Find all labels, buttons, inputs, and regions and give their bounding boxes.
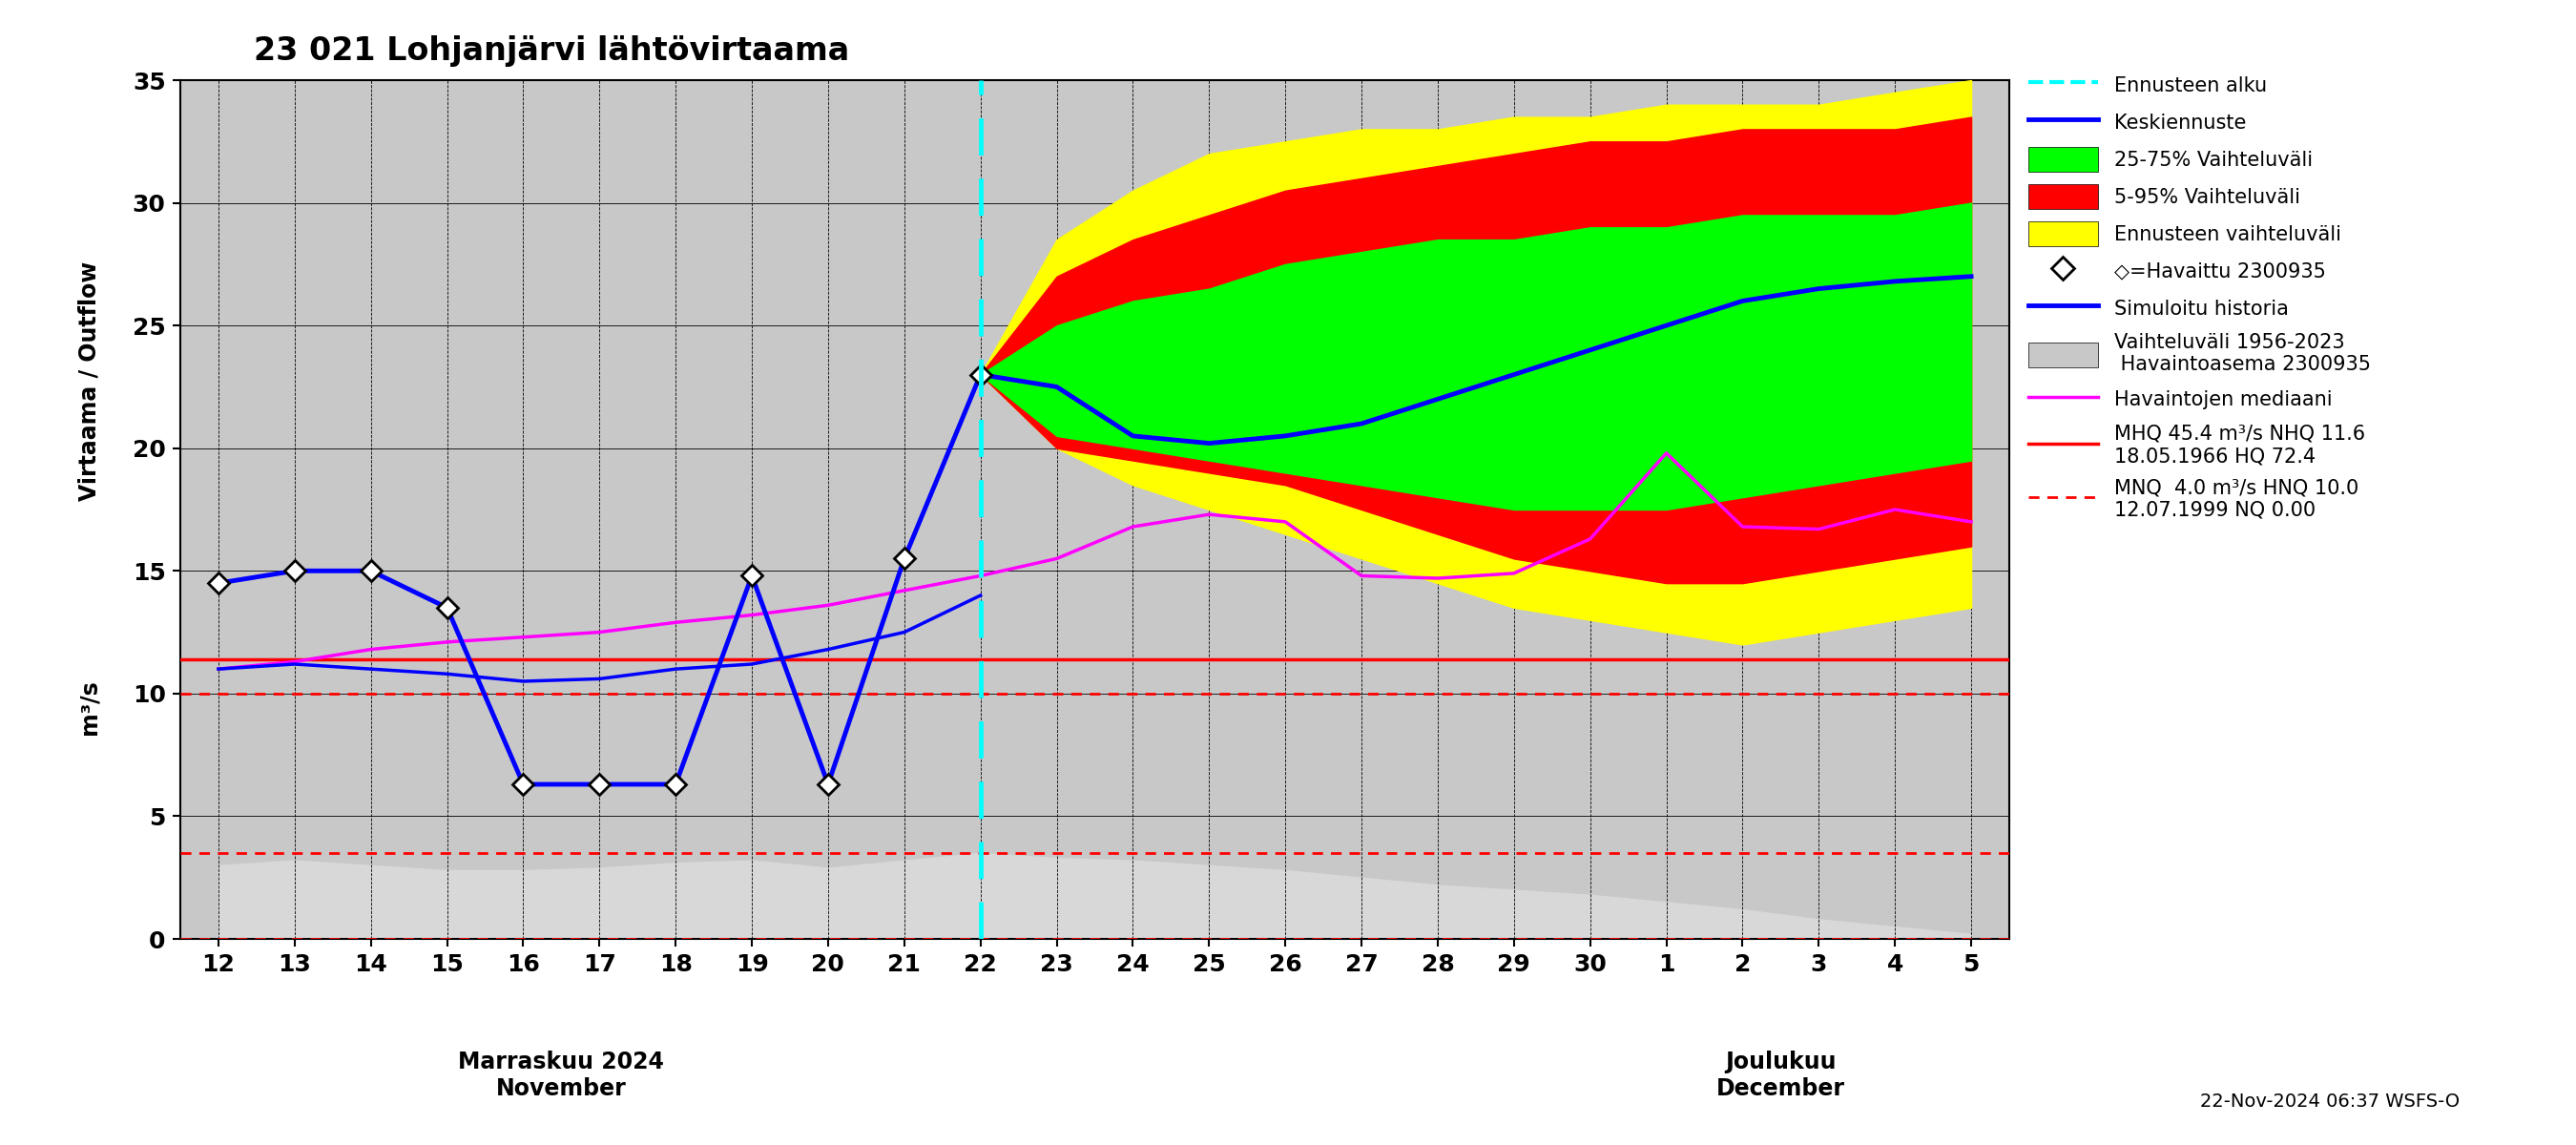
Text: 22-Nov-2024 06:37 WSFS-O: 22-Nov-2024 06:37 WSFS-O [2200,1092,2460,1111]
Legend: Ennusteen alku, Keskiennuste, 25-75% Vaihteluväli, 5-95% Vaihteluväli, Ennusteen: Ennusteen alku, Keskiennuste, 25-75% Vai… [2027,73,2370,520]
Text: Marraskuu 2024
November: Marraskuu 2024 November [459,1051,665,1100]
Text: Virtaama / Outflow: Virtaama / Outflow [77,261,100,500]
Text: Joulukuu
December: Joulukuu December [1716,1051,1844,1100]
Text: m³/s: m³/s [77,679,100,735]
Text: 23 021 Lohjanjärvi lähtövirtaama: 23 021 Lohjanjärvi lähtövirtaama [252,35,850,66]
